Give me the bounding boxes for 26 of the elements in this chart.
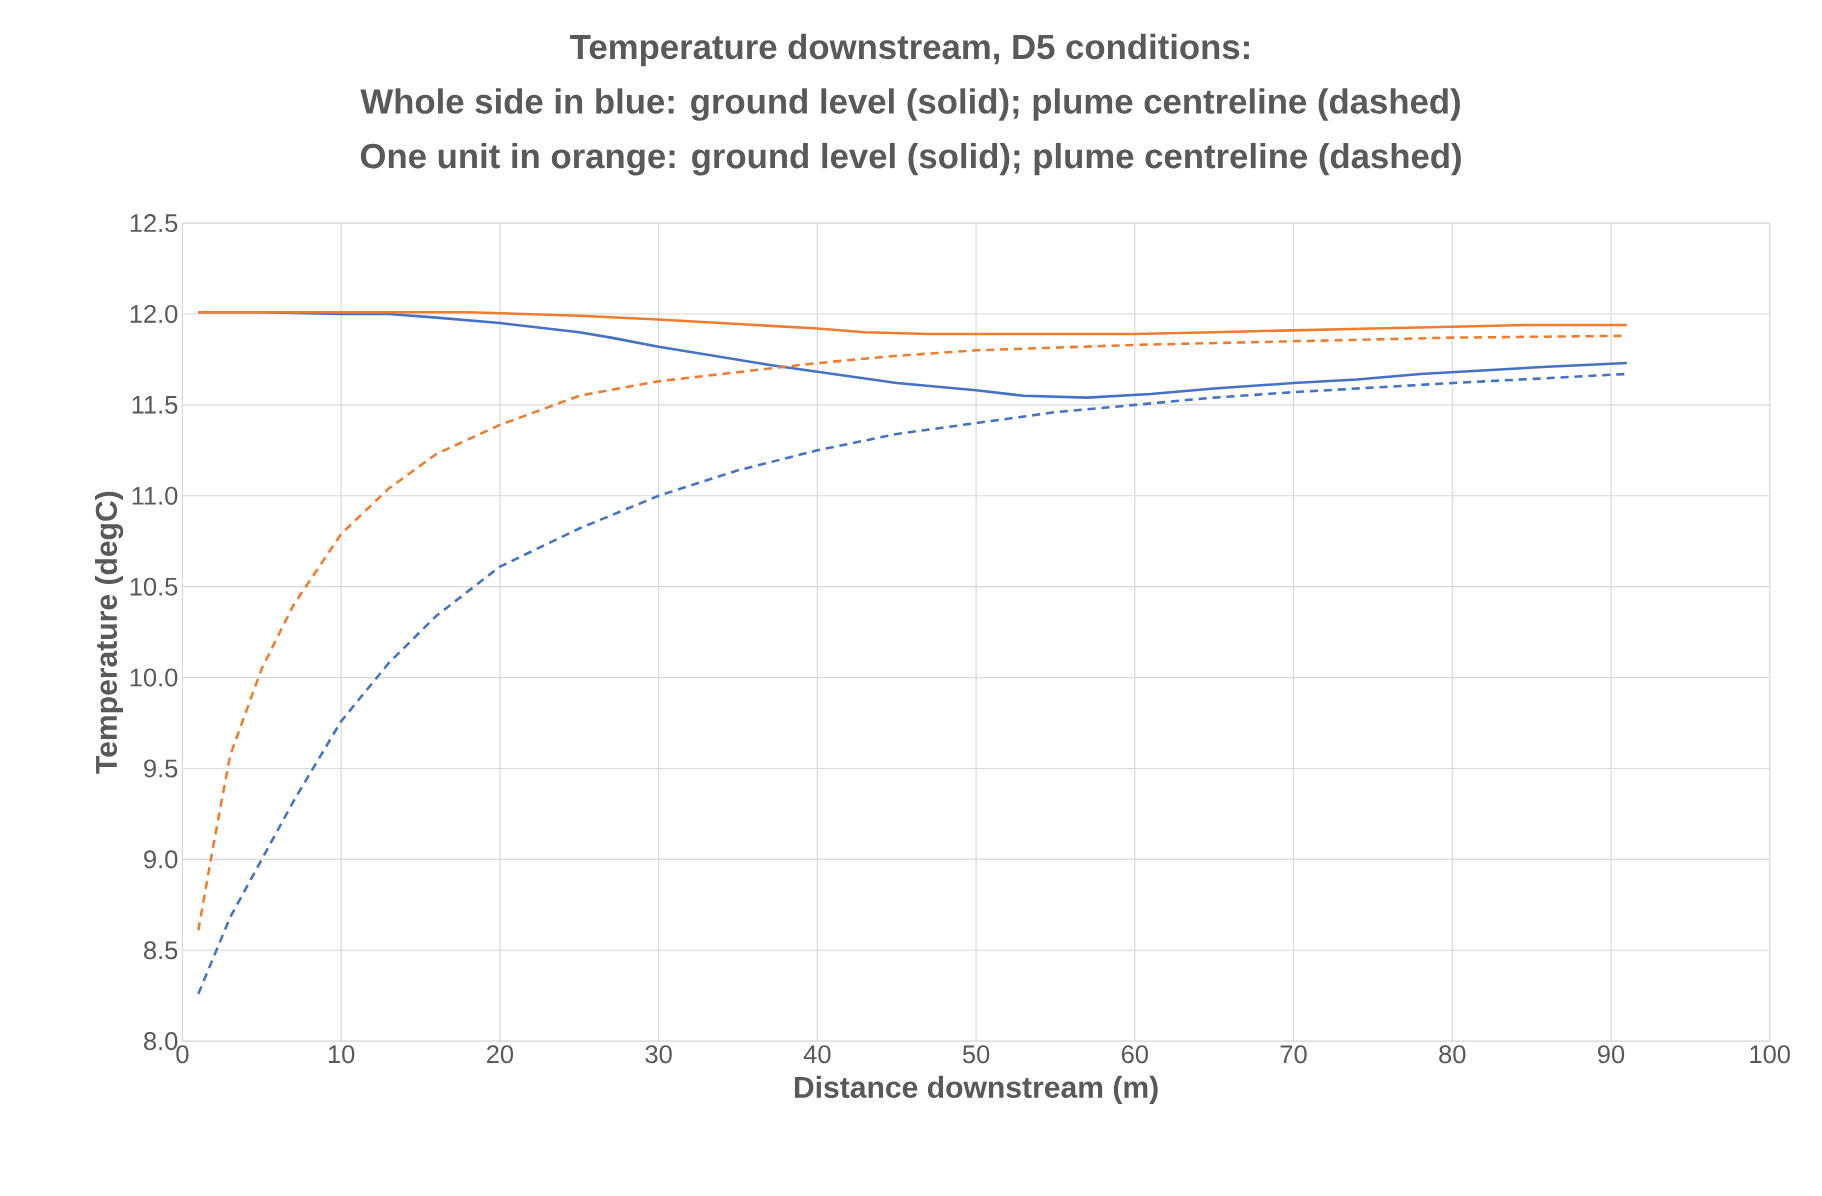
x-tick-label: 70 — [1280, 1045, 1307, 1064]
y-tick-label: 8.5 — [144, 941, 178, 960]
y-tick-label: 12.0 — [130, 305, 178, 324]
y-tick-label: 12.5 — [130, 214, 178, 233]
y-tick-label: 8.0 — [144, 1032, 178, 1051]
chart-title: Temperature downstream, D5 conditions: — [570, 33, 1249, 67]
y-tick-label: 9.0 — [144, 850, 178, 869]
text: One unit in orange: ground level (solid); plume centreline (dashed) — [360, 143, 1461, 176]
y-tick-label: 11.0 — [132, 486, 178, 505]
x-tick-label: 30 — [645, 1045, 672, 1064]
y-tick-label: 10.0 — [130, 668, 178, 687]
x-tick-label: 0 — [176, 1045, 189, 1064]
y-tick-label: 10.5 — [130, 577, 178, 596]
y-tick-label: 9.5 — [144, 759, 178, 778]
x-tick-label: 60 — [1121, 1045, 1148, 1064]
x-tick-label: 50 — [962, 1045, 990, 1064]
x-tick-label: 20 — [487, 1045, 514, 1064]
x-tick-label: 90 — [1598, 1045, 1625, 1064]
x-axis-title: Distance downstream (m) — [794, 1076, 1158, 1105]
x-tick-label: 80 — [1439, 1045, 1466, 1064]
y-tick-label: 11.5 — [132, 396, 178, 414]
x-tick-label: 100 — [1750, 1045, 1790, 1064]
chart-subtitle: Whole side in blue: ground level (solid); plume centreline (dashed) — [360, 88, 1460, 121]
y-axis-title: Temperature (degC) — [94, 491, 124, 774]
x-tick-label: 40 — [803, 1045, 831, 1064]
x-tick-label: 10 — [328, 1045, 355, 1064]
